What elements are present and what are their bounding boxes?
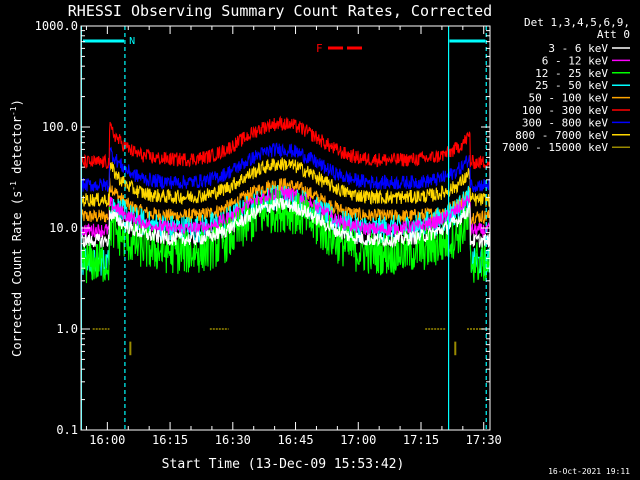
series-7000-15000kev [92,328,484,356]
legend-label: 300 - 800 keV [522,116,608,129]
legend-header-line1: Det 1,3,4,5,6,9, [524,16,630,29]
series-line [81,186,490,238]
series-300-800kev [81,142,490,193]
y-tick-label: 1000.0 [35,19,78,33]
series-6-12kev [81,186,490,238]
legend-label: 50 - 100 keV [529,92,609,105]
legend-label: 3 - 6 keV [548,42,608,55]
x-tick-label: 16:15 [152,433,188,447]
y-tick-label: 100.0 [42,120,78,134]
x-tick-label: 17:30 [466,433,502,447]
legend-label: 12 - 25 keV [535,67,608,80]
legend-label: 6 - 12 keV [542,54,609,67]
y-tick-label: 0.1 [56,423,78,437]
x-tick-label: 16:30 [215,433,251,447]
series-line [81,157,490,208]
x-tick-label: 16:00 [89,433,125,447]
legend-label: 7000 - 15000 keV [502,141,608,154]
series-100-300kev [81,115,490,170]
series-line [81,197,490,249]
x-tick-label: 17:00 [340,433,376,447]
axis-ticks: 16:00 16:15 16:30 16:45 17:00 17:15 17:30 0.1 1.… [35,19,502,447]
flag-label-f: F [316,42,323,55]
series-line [81,115,490,170]
legend-header-line2: Att 0 [597,28,630,41]
series-3-6kev [81,197,490,249]
x-tick-label: 17:15 [403,433,439,447]
y-tick-label: 10.0 [49,221,78,235]
render-timestamp: 16-Oct-2021 19:11 [548,467,630,476]
flag-label-n: N [129,36,135,47]
x-axis-label: Start Time (13-Dec-09 15:53:42) [162,457,405,472]
legend-label: 25 - 50 keV [535,79,608,92]
series-800-7000kev [81,157,490,208]
legend-label: 100 - 300 keV [522,104,608,117]
series-line [81,142,490,193]
y-axis-label: Corrected Count Rate (s-1 detector-1) [9,99,24,357]
chart-title: RHESSI Observing Summary Count Rates, Co… [68,2,492,20]
data-layer: NF [81,26,490,430]
x-tick-label: 16:45 [277,433,313,447]
legend-label: 800 - 7000 keV [515,129,608,142]
y-tick-label: 1.0 [56,322,78,336]
